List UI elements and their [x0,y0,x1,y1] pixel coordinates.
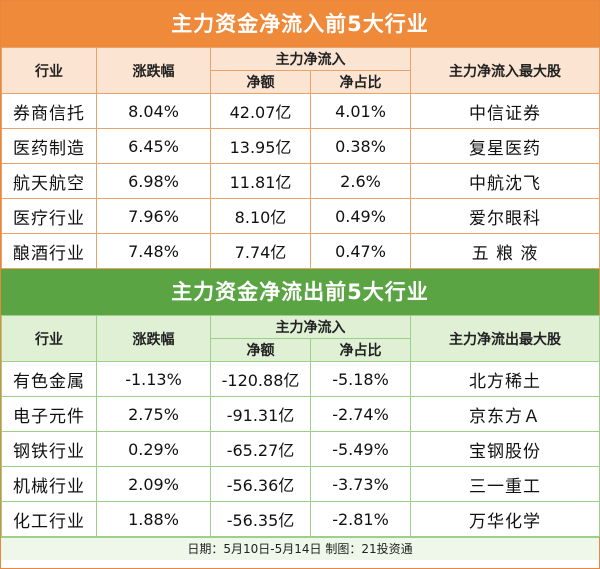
industry-cell: 航天航空 [1,163,97,199]
stock-cell: 京东方Ａ [410,396,600,432]
ratio-cell: 0.49% [310,198,411,234]
header-top-stock: 主力净流出最大股 [410,315,600,362]
table-row: 医药制造 6.45% 13.95亿 0.38% 复星医药 [1,128,600,164]
amount-cell: 13.95亿 [210,128,311,164]
industry-cell: 医疗行业 [1,198,97,234]
header-change: 涨跌幅 [96,315,211,362]
header-amount: 净额 [210,338,311,362]
change-cell: 2.09% [96,466,211,502]
change-cell: 6.98% [96,163,211,199]
table-row: 酿酒行业 7.48% 7.74亿 0.47% 五 粮 液 [1,233,600,269]
table-row: 有色金属 -1.13% -120.88亿 -5.18% 北方稀土 [1,361,600,397]
stock-cell: 宝钢股份 [410,431,600,467]
table-row: 航天航空 6.98% 11.81亿 2.6% 中航沈飞 [1,163,600,199]
header-main-net: 主力净流入 [210,47,411,71]
amount-cell: -56.35亿 [210,501,311,537]
stock-cell: 五 粮 液 [410,233,600,269]
amount-cell: -120.88亿 [210,361,311,397]
amount-cell: 8.10亿 [210,198,311,234]
stock-cell: 中信证券 [410,93,600,129]
change-cell: 1.88% [96,501,211,537]
table-row: 钢铁行业 0.29% -65.27亿 -5.49% 宝钢股份 [1,431,600,467]
inflow-table: 行业 涨跌幅 主力净流入 主力净流入最大股 净额 净占比 券商信托 8.04% … [1,47,600,269]
amount-cell: 11.81亿 [210,163,311,199]
industry-cell: 券商信托 [1,93,97,129]
header-ratio: 净占比 [310,70,411,94]
ratio-cell: -2.81% [310,501,411,537]
table-row: 券商信托 8.04% 42.07亿 4.01% 中信证券 [1,93,600,129]
industry-cell: 医药制造 [1,128,97,164]
stock-cell: 中航沈飞 [410,163,600,199]
header-ratio: 净占比 [310,338,411,362]
change-cell: 8.04% [96,93,211,129]
change-cell: 7.48% [96,233,211,269]
ratio-cell: -2.74% [310,396,411,432]
outflow-table: 行业 涨跌幅 主力净流入 主力净流出最大股 净额 净占比 有色金属 -1.13%… [1,315,600,537]
industry-cell: 电子元件 [1,396,97,432]
header-amount: 净额 [210,70,311,94]
change-cell: 6.45% [96,128,211,164]
inflow-title: 主力资金净流入前5大行业 [1,1,599,47]
amount-cell: 42.07亿 [210,93,311,129]
amount-cell: -65.27亿 [210,431,311,467]
ratio-cell: 4.01% [310,93,411,129]
header-industry: 行业 [1,47,97,94]
change-cell: 0.29% [96,431,211,467]
stock-cell: 复星医药 [410,128,600,164]
stock-cell: 万华化学 [410,501,600,537]
header-change: 涨跌幅 [96,47,211,94]
outflow-title: 主力资金净流出前5大行业 [1,269,599,315]
ratio-cell: 2.6% [310,163,411,199]
stock-cell: 爱尔眼科 [410,198,600,234]
industry-cell: 机械行业 [1,466,97,502]
industry-cell: 酿酒行业 [1,233,97,269]
ratio-cell: -5.49% [310,431,411,467]
industry-cell: 钢铁行业 [1,431,97,467]
header-industry: 行业 [1,315,97,362]
industry-cell: 化工行业 [1,501,97,537]
amount-cell: -91.31亿 [210,396,311,432]
industry-cell: 有色金属 [1,361,97,397]
amount-cell: -56.36亿 [210,466,311,502]
ratio-cell: 0.38% [310,128,411,164]
amount-cell: 7.74亿 [210,233,311,269]
change-cell: -1.13% [96,361,211,397]
stock-cell: 三一重工 [410,466,600,502]
ratio-cell: -5.18% [310,361,411,397]
change-cell: 7.96% [96,198,211,234]
table-row: 电子元件 2.75% -91.31亿 -2.74% 京东方Ａ [1,396,600,432]
stock-cell: 北方稀土 [410,361,600,397]
table-row: 医疗行业 7.96% 8.10亿 0.49% 爱尔眼科 [1,198,600,234]
footer-caption: 日期：5月10日-5月14日 制图：21投资通 [1,537,599,560]
header-main-net: 主力净流入 [210,315,411,339]
header-top-stock: 主力净流入最大股 [410,47,600,94]
table-row: 化工行业 1.88% -56.35亿 -2.81% 万华化学 [1,501,600,537]
change-cell: 2.75% [96,396,211,432]
ratio-cell: -3.73% [310,466,411,502]
table-row: 机械行业 2.09% -56.36亿 -3.73% 三一重工 [1,466,600,502]
ratio-cell: 0.47% [310,233,411,269]
